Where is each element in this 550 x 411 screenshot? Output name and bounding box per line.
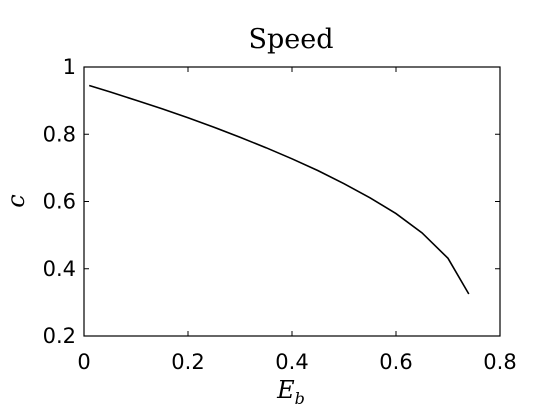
- y-tick-label: 0.6: [43, 190, 76, 214]
- y-tick-label: 0.2: [43, 324, 76, 348]
- x-tick-label: 0.8: [483, 350, 516, 374]
- x-axis-label-main: E: [276, 376, 295, 404]
- x-tick-label: 0.2: [171, 350, 204, 374]
- chart-title: Speed: [248, 24, 333, 55]
- series-group: [88, 84, 470, 295]
- y-tick-label: 0.4: [43, 257, 76, 281]
- y-tick-label: 1: [63, 55, 76, 79]
- y-axis-label: c: [2, 194, 30, 207]
- x-tick-label: 0.4: [275, 350, 308, 374]
- plot-area-frame: [83, 66, 501, 337]
- x-axis-label: Eb: [276, 376, 305, 408]
- axis-ticks: 0 0.2 0.4 0.6 0.80.20.40.60.81: [43, 55, 517, 374]
- x-tick-label: 0.6: [379, 350, 412, 374]
- y-tick-label: 0.8: [43, 122, 76, 146]
- series-line: [88, 84, 470, 295]
- x-axis-label-subscript: b: [295, 389, 305, 408]
- x-tick-label: 0: [77, 350, 90, 374]
